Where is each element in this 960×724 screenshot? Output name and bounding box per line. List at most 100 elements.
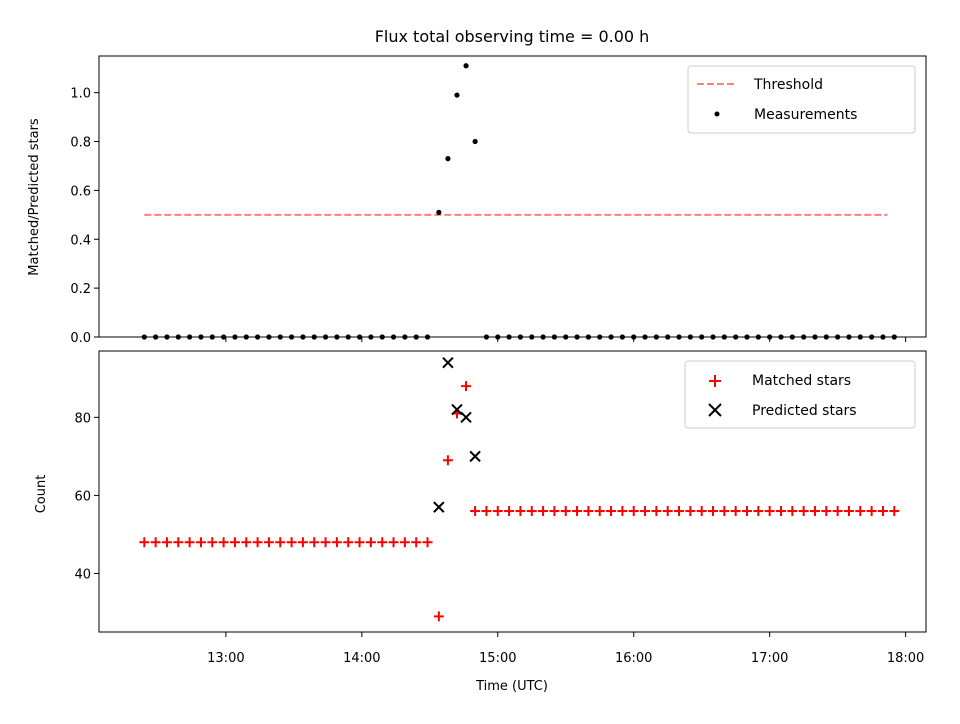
matched-star-point [365, 537, 376, 548]
top-legend: Threshold Measurements [687, 65, 916, 134]
bottom-panel: 40 60 80 13:00 14:00 15:00 16:00 17:00 18:00 Co… [34, 350, 927, 694]
y-tick-label: 80 [74, 411, 91, 426]
measurement-point [642, 334, 648, 340]
measurement-point [597, 334, 603, 340]
matched-star-point [331, 537, 342, 548]
measurement-point [755, 334, 761, 340]
measurement-point [710, 334, 716, 340]
bottom-plot-frame [98, 350, 927, 633]
measurement-point [243, 334, 249, 340]
measurement-point [563, 334, 569, 340]
y-tick-label: 0.6 [70, 184, 91, 199]
measurement-point [232, 334, 238, 340]
measurement-point [506, 334, 512, 340]
measurement-point [891, 334, 897, 340]
matched-star-point [696, 506, 707, 517]
matched-star-point [787, 506, 798, 517]
measurement-point [608, 334, 614, 340]
top-panel: 0.0 0.2 0.4 0.6 0.8 1.0 Matched/Predicted sta… [27, 55, 927, 346]
measurement-point [529, 334, 535, 340]
measurement-point [436, 209, 442, 215]
bottom-plot-marks [139, 357, 900, 622]
y-tick-label: 0.2 [70, 282, 91, 297]
measurement-point [379, 334, 385, 340]
measurement-point [687, 334, 693, 340]
legend-threshold-label: Threshold [753, 77, 823, 93]
predicted-star-point [433, 501, 445, 513]
matched-star-point [730, 506, 741, 517]
matched-star-point [286, 537, 297, 548]
matched-star-point [275, 537, 286, 548]
measurement-point [334, 334, 340, 340]
measurement-point [472, 138, 478, 145]
matched-star-point [640, 506, 651, 517]
matched-star-point [843, 506, 854, 517]
measurement-point [402, 334, 408, 340]
matched-star-point [662, 506, 673, 517]
measurement-point [676, 334, 682, 340]
measurement-point [187, 334, 193, 340]
x-tick-label: 13:00 [207, 651, 244, 666]
matched-star-point [526, 506, 537, 517]
measurement-point [699, 334, 705, 340]
measurement-point [141, 334, 147, 340]
matched-star-point [195, 537, 206, 548]
measurement-point [356, 334, 363, 340]
measurement-point [823, 334, 829, 340]
matched-star-point [617, 506, 628, 517]
measurement-point [445, 156, 451, 162]
measurement-point [266, 334, 272, 340]
matched-star-point [388, 537, 399, 548]
matched-star-point [572, 506, 583, 517]
matched-star-point [139, 537, 150, 548]
matched-star-point [470, 506, 481, 517]
matched-star-point [492, 506, 503, 517]
matched-star-point [889, 506, 900, 517]
measurement-point [463, 63, 469, 69]
matched-star-point [173, 537, 184, 548]
legend-predicted-swatch [708, 403, 722, 417]
measurement-point [551, 334, 558, 340]
legend-predicted-label: Predicted stars [752, 403, 857, 419]
bottom-x-ticks: 13:00 14:00 15:00 16:00 17:00 18:00 [207, 632, 924, 666]
matched-star-point [515, 506, 526, 517]
measurement-point [653, 334, 659, 340]
matched-star-point [877, 506, 888, 517]
measurement-point [209, 334, 215, 340]
top-legend-box [687, 65, 916, 134]
matched-star-point [708, 506, 719, 517]
measurement-point [413, 334, 419, 340]
measurement-point [424, 334, 431, 340]
measurement-point [789, 334, 795, 340]
y-tick-label: 0.4 [70, 233, 91, 248]
measurement-point [153, 334, 159, 340]
measurement-point [277, 334, 283, 340]
measurement-point [619, 334, 625, 340]
measurement-point [288, 334, 295, 340]
matched-star-point [753, 506, 764, 517]
measurement-point [311, 334, 317, 340]
bottom-y-axis-label: Count [34, 475, 49, 514]
measurement-point [368, 334, 374, 340]
matched-star-point [832, 506, 843, 517]
matched-star-point [442, 455, 453, 466]
matched-star-point [433, 611, 444, 622]
y-tick-label: 1.0 [70, 87, 91, 102]
matched-star-point [764, 506, 775, 517]
measurement-point [483, 334, 490, 340]
measurement-point [255, 334, 261, 340]
matched-star-point [651, 506, 662, 517]
matched-star-point [218, 537, 229, 548]
measurement-point [345, 334, 351, 340]
legend-matched-swatch [709, 375, 721, 387]
x-axis-label: Time (UTC) [475, 679, 548, 694]
matched-star-point [297, 537, 308, 548]
x-tick-label: 15:00 [479, 651, 516, 666]
matched-star-point [504, 506, 515, 517]
matched-star-point [674, 506, 685, 517]
chart-title: Flux total observing time = 0.00 h [375, 27, 650, 46]
bottom-legend: Matched stars Predicted stars [684, 360, 916, 429]
matched-star-point [399, 537, 410, 548]
y-tick-label: 0.0 [70, 331, 91, 346]
